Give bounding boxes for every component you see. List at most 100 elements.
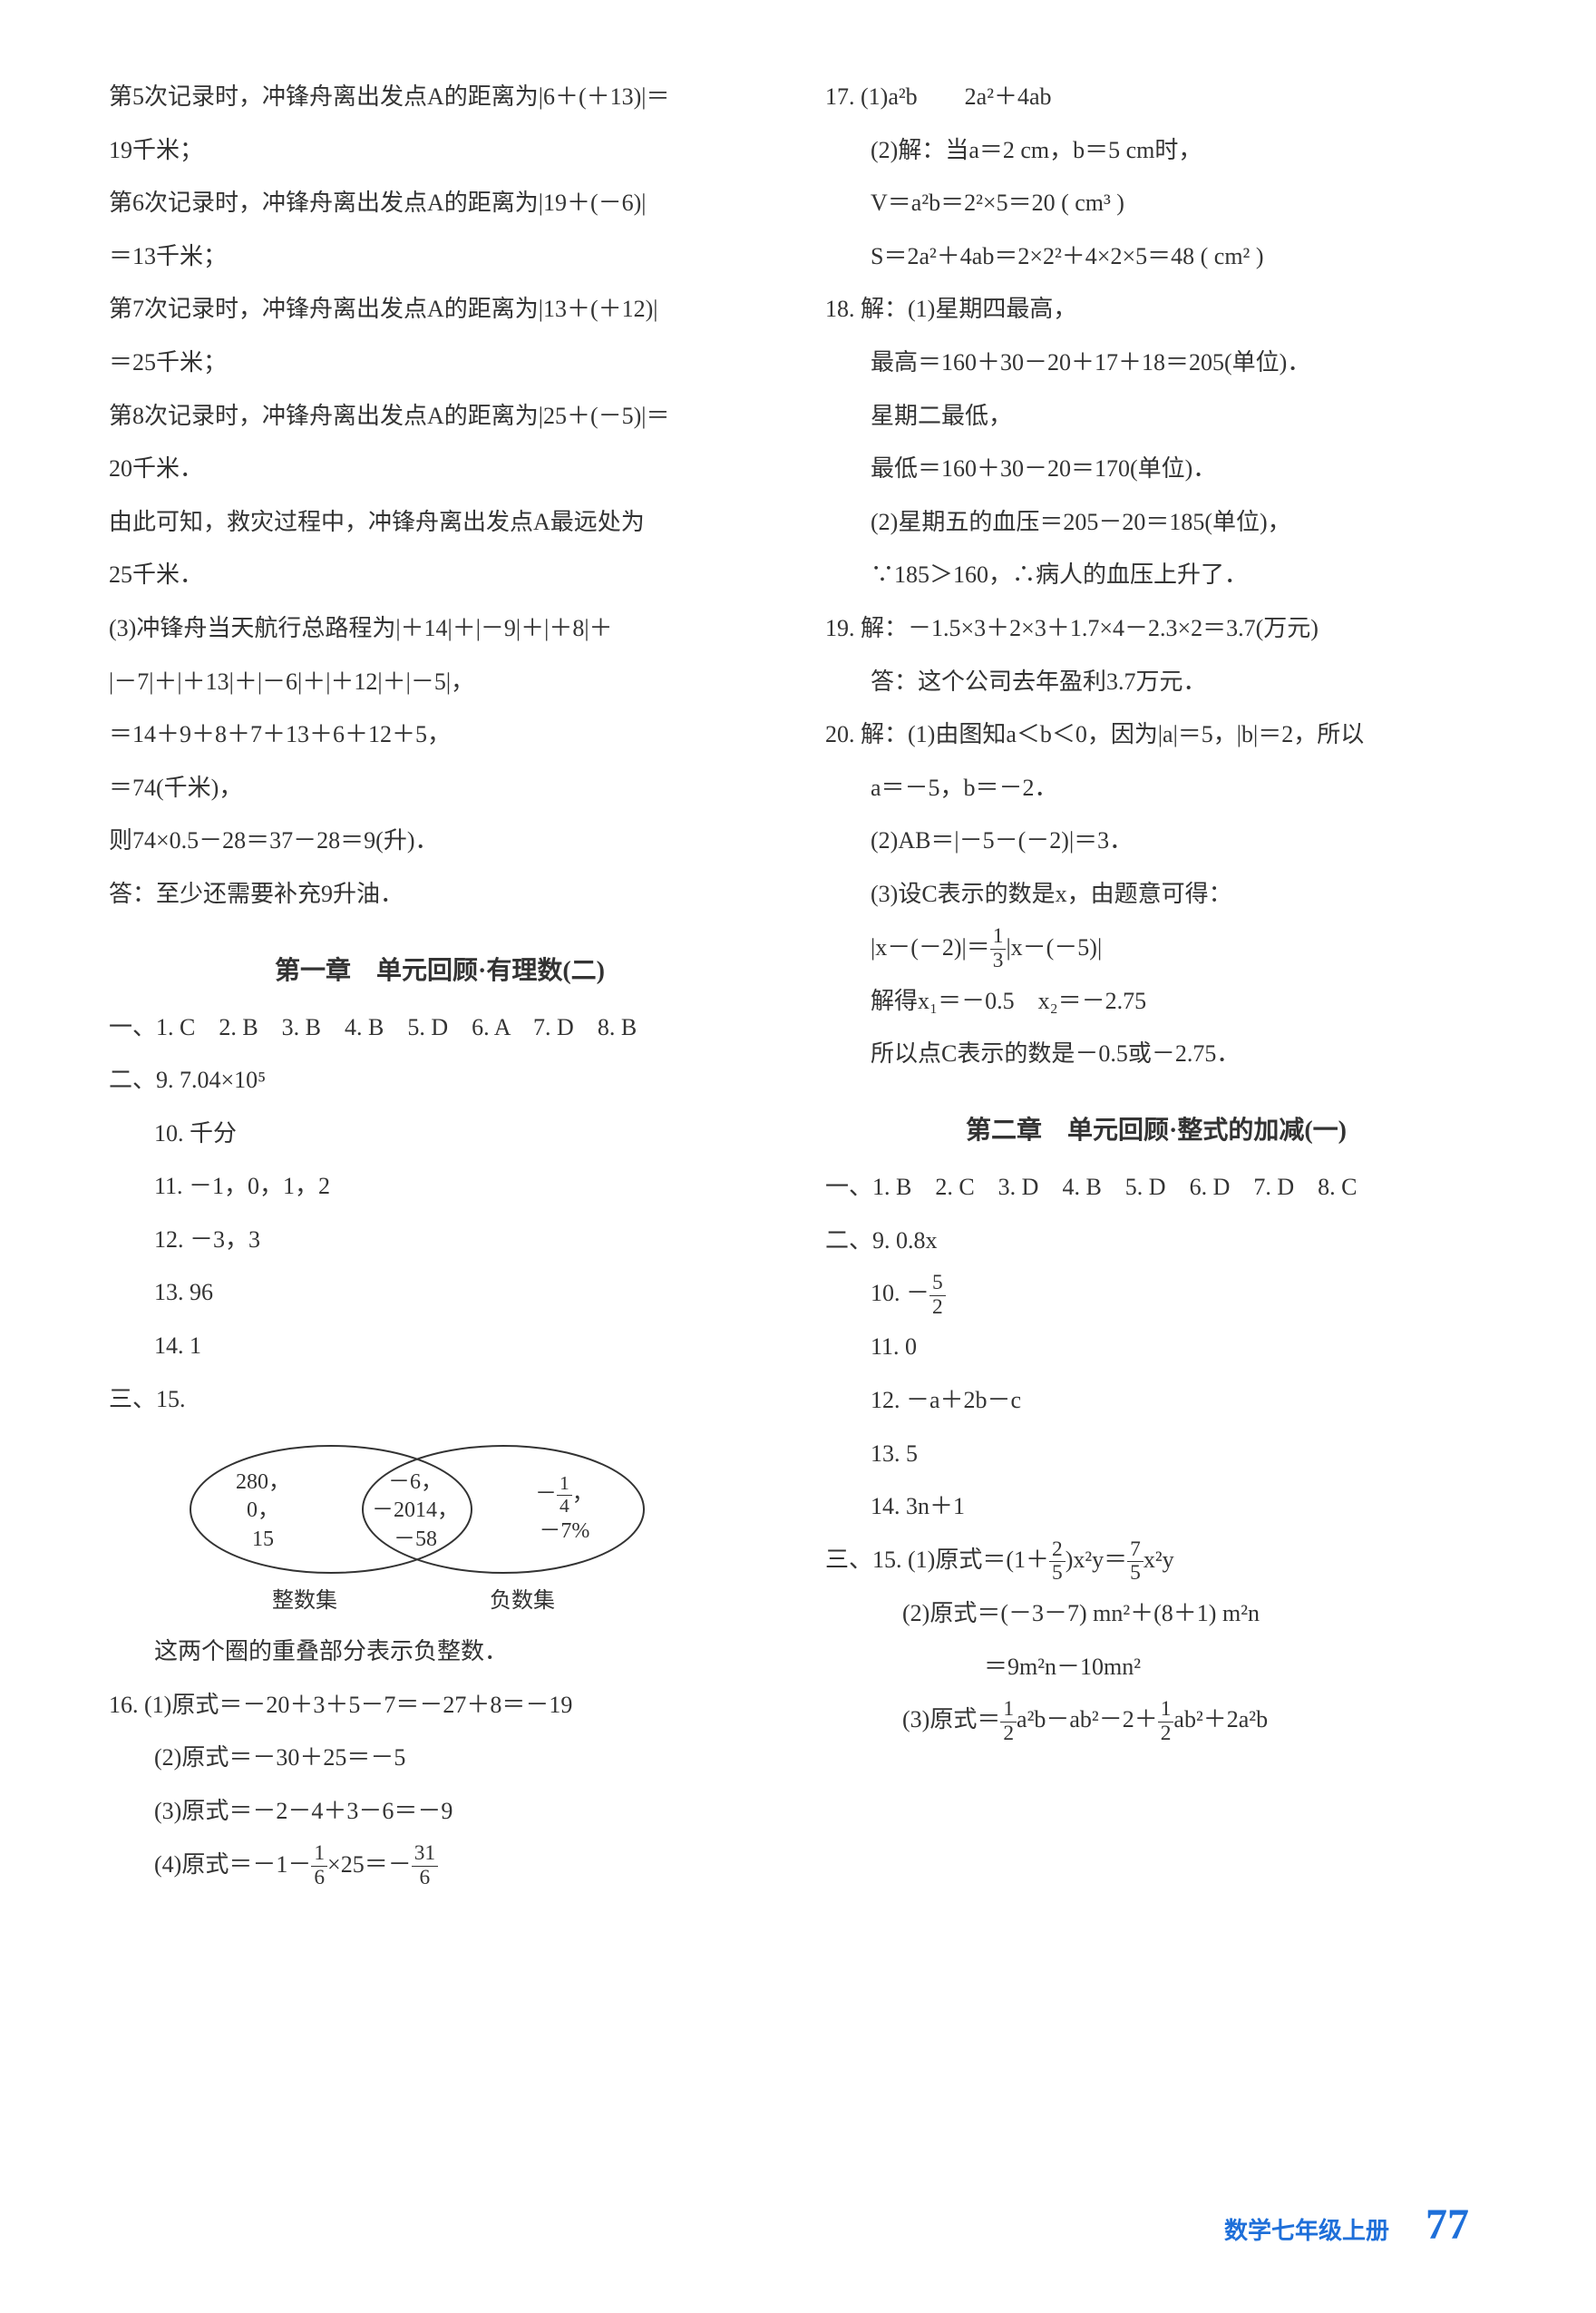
frac-num: 1 — [311, 1842, 327, 1867]
text-part: ×25＝－ — [327, 1851, 412, 1878]
text-line: (3)原式＝－2－4＋3－6＝－9 — [109, 1787, 771, 1837]
text-part: |x－(－5)| — [1006, 934, 1102, 961]
text-part: 三、15. (1)原式＝(1＋ — [825, 1547, 1049, 1573]
text-line: 最低＝160＋30－20＝170(单位)． — [825, 444, 1487, 494]
text-part: ab²＋2a²b — [1173, 1706, 1268, 1732]
comma: ， — [572, 1482, 594, 1506]
venn-item: －7% — [535, 1518, 594, 1546]
text-line: 三、15. — [109, 1375, 771, 1425]
text-line: (2)原式＝(－3－7) mn²＋(8＋1) m²n — [825, 1589, 1487, 1639]
page-number: 77 — [1426, 2200, 1469, 2250]
frac-num: 7 — [1127, 1538, 1143, 1563]
text-line: 星期二最低， — [825, 392, 1487, 442]
text-line: ＝25千米； — [109, 338, 771, 388]
venn-item: －6， — [372, 1469, 459, 1497]
text-line: a＝－5，b＝－2． — [825, 764, 1487, 814]
venn-left-items: 280， 0， 15 — [236, 1469, 290, 1554]
frac-den: 2 — [1158, 1723, 1174, 1746]
frac-num: 1 — [1000, 1698, 1017, 1723]
text-line: 答：这个公司去年盈利3.7万元． — [825, 658, 1487, 708]
venn-label-left: 整数集 — [272, 1582, 337, 1614]
text-line: 第6次记录时，冲锋舟离出发点A的距离为|19＋(－6)| — [109, 179, 771, 229]
text-part: 10. － — [871, 1280, 929, 1306]
text-line: |x－(－2)|＝13|x－(－5)| — [825, 923, 1487, 973]
page-content: 第5次记录时，冲锋舟离出发点A的距离为|6＋(＋13)|＝ 19千米； 第6次记… — [109, 73, 1487, 1894]
frac-den: 5 — [1127, 1562, 1143, 1586]
frac-den: 3 — [990, 950, 1007, 973]
venn-mid-items: －6， －2014， －58 — [372, 1469, 459, 1554]
text-line: ＝9m²n－10mn² — [825, 1643, 1487, 1693]
text-line: 13. 5 — [825, 1430, 1487, 1479]
frac-num: 1 — [557, 1473, 572, 1496]
text-line: (3)冲锋舟当天航行总路程为|＋14|＋|－9|＋|＋8|＋ — [109, 604, 771, 654]
text-line: 11. －1，0，1，2 — [109, 1162, 771, 1212]
text-line: 14. 1 — [109, 1322, 771, 1371]
text-line: ＝14＋9＋8＋7＋13＋6＋12＋5， — [109, 710, 771, 760]
venn-right-items: －14， －7% — [535, 1473, 594, 1546]
text-line: V＝a²b＝2²×5＝20 ( cm³ ) — [825, 179, 1487, 229]
text-line: 一、1. B 2. C 3. D 4. B 5. D 6. D 7. D 8. … — [825, 1163, 1487, 1213]
page-footer: 数学七年级上册 77 — [1224, 2200, 1469, 2250]
text-part: (4)原式＝－1－ — [154, 1851, 311, 1878]
venn-item: 280， — [236, 1469, 290, 1497]
frac-sign: － — [535, 1482, 557, 1506]
frac-den: 4 — [557, 1496, 572, 1518]
text-line: 17. (1)a²b 2a²＋4ab — [825, 73, 1487, 122]
frac-num: 1 — [990, 925, 1007, 950]
text-line: 16. (1)原式＝－20＋3＋5－7＝－27＋8＝－19 — [109, 1681, 771, 1731]
frac-den: 6 — [311, 1867, 327, 1890]
text-line: 所以点C表示的数是－0.5或－2.75． — [825, 1030, 1487, 1079]
section-title: 第一章 单元回顾·有理数(二) — [109, 951, 771, 987]
frac-num: 2 — [1049, 1538, 1066, 1563]
text-line: (2)AB＝|－5－(－2)|＝3． — [825, 816, 1487, 866]
text-line: (3)原式＝12a²b－ab²－2＋12ab²＋2a²b — [825, 1695, 1487, 1745]
frac-num: 1 — [1158, 1698, 1174, 1723]
venn-diagram: 280， 0， 15 －6， －2014， －58 －14， －7% 整数集 负… — [172, 1437, 671, 1618]
text-line: 10. －52 — [825, 1269, 1487, 1319]
text-line: 19千米； — [109, 126, 771, 176]
venn-item: －14， — [535, 1473, 594, 1518]
text-line: 12. －a＋2b－c — [825, 1376, 1487, 1426]
venn-item: 15 — [236, 1526, 290, 1554]
frac-den: 2 — [1000, 1723, 1017, 1746]
venn-label-right: 负数集 — [490, 1582, 555, 1614]
text-line: (2)解：当a＝2 cm，b＝5 cm时， — [825, 126, 1487, 176]
text-line: 20千米． — [109, 444, 771, 494]
text-line: 一、1. C 2. B 3. B 4. B 5. D 6. A 7. D 8. … — [109, 1003, 771, 1053]
text-line: ＝74(千米)， — [109, 764, 771, 814]
text-line: (3)设C表示的数是x，由题意可得： — [825, 870, 1487, 920]
text-line: 解得x₁＝－0.5 x₂＝－2.75 — [825, 977, 1487, 1027]
text-line: 13. 96 — [109, 1268, 771, 1318]
text-line: 19. 解：－1.5×3＋2×3＋1.7×4－2.3×2＝3.7(万元) — [825, 604, 1487, 654]
text-line: 12. －3，3 — [109, 1215, 771, 1265]
text-line: 二、9. 7.04×10⁵ — [109, 1056, 771, 1106]
text-line: 14. 3n＋1 — [825, 1482, 1487, 1532]
text-line: ∵185＞160，∴病人的血压上升了． — [825, 551, 1487, 600]
left-column: 第5次记录时，冲锋舟离出发点A的距离为|6＋(＋13)|＝ 19千米； 第6次记… — [109, 73, 771, 1894]
text-line: 18. 解：(1)星期四最高， — [825, 285, 1487, 335]
text-line: (2)原式＝－30＋25＝－5 — [109, 1733, 771, 1783]
text-line: 第8次记录时，冲锋舟离出发点A的距离为|25＋(－5)|＝ — [109, 392, 771, 442]
section-title: 第二章 单元回顾·整式的加减(一) — [825, 1110, 1487, 1147]
text-line: 由此可知，救灾过程中，冲锋舟离出发点A最远处为 — [109, 498, 771, 548]
frac-den: 6 — [417, 1867, 433, 1890]
venn-item: －58 — [372, 1526, 459, 1554]
text-line: 第5次记录时，冲锋舟离出发点A的距离为|6＋(＋13)|＝ — [109, 73, 771, 122]
frac-num: 5 — [929, 1272, 946, 1296]
text-line: (4)原式＝－1－16×25＝－316 — [109, 1840, 771, 1890]
text-part: x²y — [1143, 1547, 1174, 1573]
text-line: S＝2a²＋4ab＝2×2²＋4×2×5＝48 ( cm² ) — [825, 232, 1487, 282]
frac-den: 5 — [1049, 1562, 1066, 1586]
text-line: 三、15. (1)原式＝(1＋25)x²y＝75x²y — [825, 1536, 1487, 1586]
right-column: 17. (1)a²b 2a²＋4ab (2)解：当a＝2 cm，b＝5 cm时，… — [825, 73, 1487, 1894]
text-line: 答：至少还需要补充9升油． — [109, 870, 771, 920]
text-part: a²b－ab²－2＋ — [1017, 1706, 1158, 1732]
text-line: ＝13千米； — [109, 232, 771, 282]
text-part: |x－(－2)|＝ — [871, 934, 990, 961]
text-part: (3)原式＝ — [902, 1706, 1000, 1732]
text-part: )x²y＝ — [1066, 1547, 1127, 1573]
venn-item: 0， — [236, 1497, 290, 1525]
frac-num: 31 — [412, 1842, 438, 1867]
venn-item: －2014， — [372, 1497, 459, 1525]
text-line: 25千米． — [109, 551, 771, 600]
